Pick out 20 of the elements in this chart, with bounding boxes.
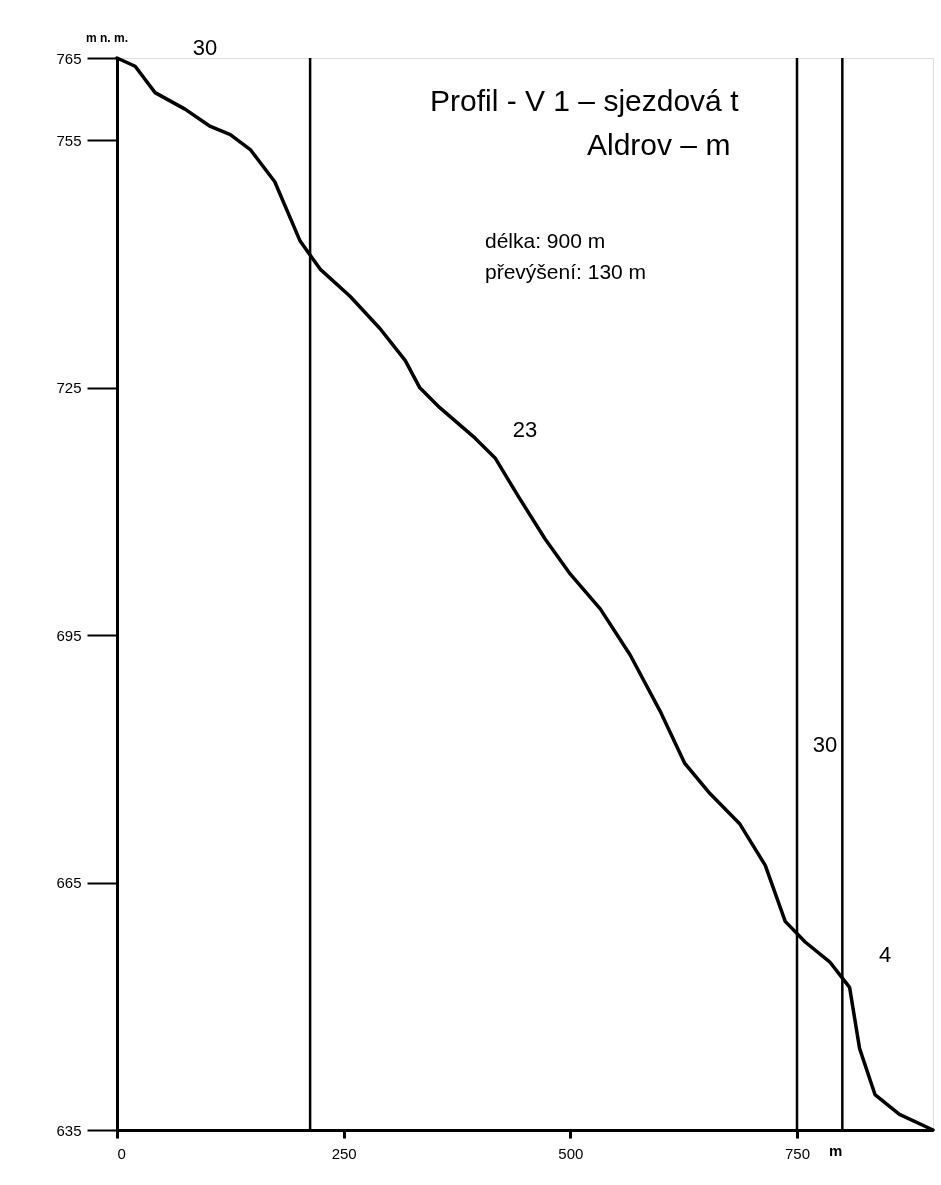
y-tick-label: 635 bbox=[56, 1121, 82, 1139]
y-axis-title: m n. m. bbox=[85, 31, 129, 45]
y-tick-label: 695 bbox=[56, 626, 82, 644]
annotation: 4 bbox=[878, 942, 892, 967]
x-tick-label: 250 bbox=[331, 1144, 357, 1162]
annotation: 30 bbox=[192, 35, 218, 60]
x-tick-label: 750 bbox=[784, 1144, 811, 1162]
text: Aldrov – m bbox=[587, 128, 731, 161]
y-tick-label: 755 bbox=[56, 131, 82, 149]
text: Profil - V 1 – sjezdová t bbox=[430, 84, 740, 117]
annotation: převýšení: 130 m bbox=[485, 260, 647, 283]
x-axis-title: m bbox=[829, 1142, 843, 1159]
annotation: délka: 900 m bbox=[485, 229, 606, 252]
x-tick-label: 500 bbox=[558, 1144, 584, 1162]
annotation: 23 bbox=[512, 417, 538, 442]
y-tick-label: 665 bbox=[56, 874, 82, 892]
x-tick-label: 0 bbox=[117, 1144, 126, 1162]
annotation: 30 bbox=[812, 732, 838, 757]
y-tick-label: 765 bbox=[56, 49, 82, 67]
y-tick-label: 725 bbox=[56, 379, 82, 397]
